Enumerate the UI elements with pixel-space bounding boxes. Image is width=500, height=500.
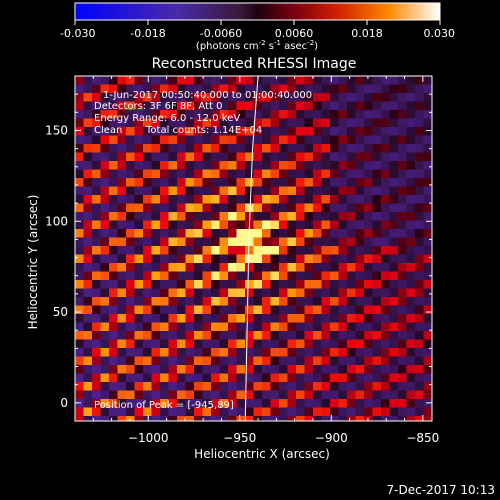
y-tick-label: 150	[45, 123, 68, 137]
plot-frame	[74, 75, 433, 422]
y-tick-label: 50	[53, 305, 68, 319]
heatmap-image	[75, 76, 432, 421]
colorbar-tick-label: -0.018	[130, 27, 165, 40]
chart-title: Reconstructed RHESSI Image	[152, 56, 357, 72]
annotation-peak: Position of Peak = [-945,89]	[94, 400, 234, 411]
x-axis-label: Heliocentric X (arcsec)	[194, 447, 330, 461]
solar-limb-curve	[244, 76, 259, 421]
annotations: 1-Jun-2017 00:50:40.000 to 01:00:40.000 …	[94, 90, 312, 411]
annotation-time: 1-Jun-2017 00:50:40.000 to 01:00:40.000	[103, 90, 312, 101]
y-axis-label: Heliocentric Y (arcsec)	[26, 195, 40, 330]
x-axis: −1000 −950 −900 −850	[74, 76, 439, 445]
colorbar-ticks: -0.030 -0.018 -0.0060 0.0060 0.018 0.030	[60, 20, 455, 40]
annotation-energy: Energy Range: 6.0 - 12.0 keV	[94, 113, 240, 124]
colorbar-tick-label: -0.0060	[200, 27, 242, 40]
x-tick-label: −1000	[128, 431, 169, 445]
y-axis: 0 50 100 150	[45, 75, 432, 422]
y-tick-label: 100	[45, 214, 68, 228]
x-tick-label: −900	[315, 431, 348, 445]
colorbar-tick-label: 0.030	[424, 27, 456, 40]
colorbar-units: (photons cm-2 s-1 asec-2)	[196, 39, 318, 52]
x-tick-label: −850	[406, 431, 439, 445]
annotation-detectors: Detectors: 3F 6F 8F, Att 0	[94, 101, 222, 112]
colorbar-gradient	[74, 2, 441, 21]
colorbar-tick-label: 0.0060	[275, 27, 314, 40]
x-tick-label: −950	[223, 431, 256, 445]
annotation-counts: Total counts: 1.14E+04	[145, 125, 262, 136]
colorbar-tick-label: 0.018	[351, 27, 383, 40]
footer-date: 7-Dec-2017 10:13	[387, 483, 495, 497]
y-tick-label: 0	[60, 396, 68, 410]
colorbar-tick-label: -0.030	[60, 27, 95, 40]
annotation-clean: Clean	[94, 125, 122, 136]
colorbar: -0.030 -0.018 -0.0060 0.0060 0.018 0.030 (pho…	[60, 2, 455, 52]
